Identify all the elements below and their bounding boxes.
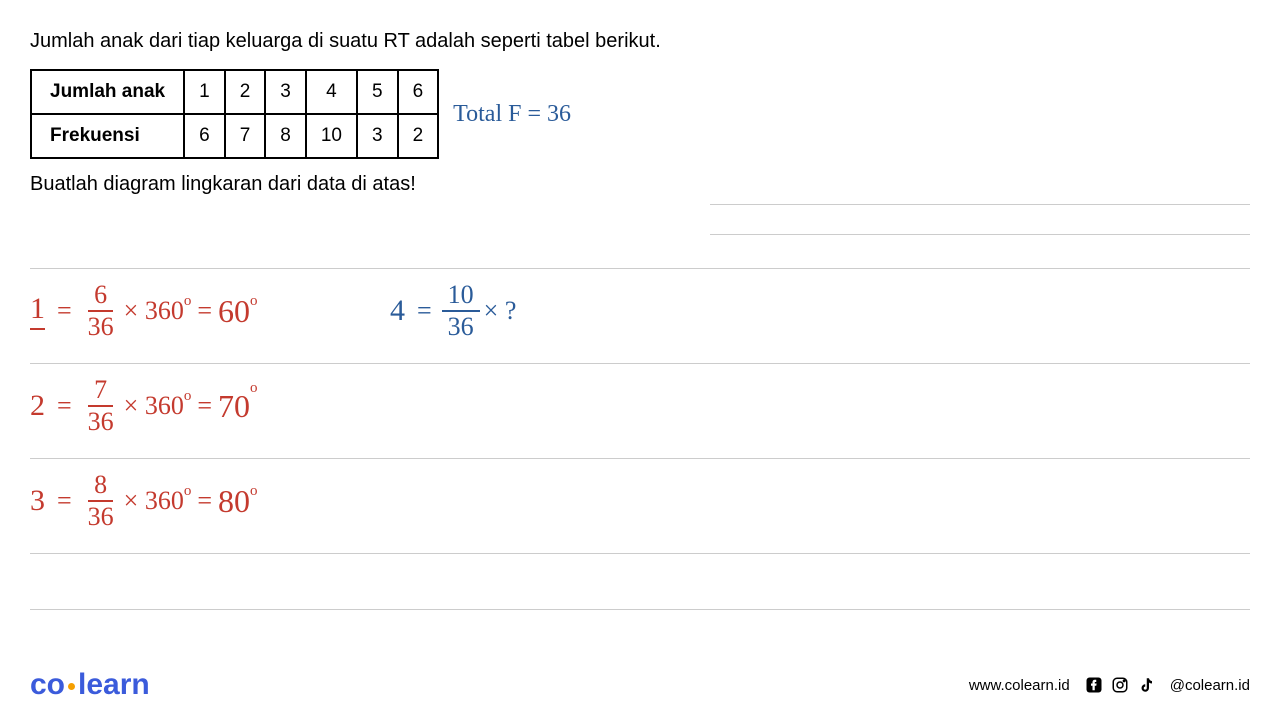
cell: 10	[306, 114, 357, 158]
calc4-den: 36	[442, 312, 480, 340]
logo: colearn	[30, 668, 150, 702]
cell: 3	[265, 70, 306, 114]
table-row: Jumlah anak 1 2 3 4 5 6	[31, 70, 438, 114]
logo-part2: learn	[78, 668, 150, 701]
logo-part1: co	[30, 668, 65, 701]
calc4-label: 4	[390, 294, 405, 328]
calc4-num: 10	[442, 282, 480, 312]
cell: 6	[398, 70, 439, 114]
calc2-label: 2	[30, 389, 45, 423]
cell: 2	[225, 70, 266, 114]
calc-3: 3 = 8 36 × 360o = 80o	[30, 472, 258, 530]
social-handle: @colearn.id	[1170, 677, 1250, 694]
tiktok-icon	[1136, 675, 1156, 695]
cell: 1	[184, 70, 225, 114]
facebook-icon	[1084, 675, 1104, 695]
cell: 2	[398, 114, 439, 158]
bottom-rule	[30, 609, 1250, 610]
table-row: Frekuensi 6 7 8 10 3 2	[31, 114, 438, 158]
calc3-den: 36	[82, 502, 120, 530]
social-icons	[1084, 675, 1156, 695]
website-url: www.colearn.id	[969, 677, 1070, 694]
instagram-icon	[1110, 675, 1130, 695]
calc3-label: 3	[30, 484, 45, 518]
calc1-num: 6	[88, 282, 113, 312]
row1-label: Jumlah anak	[31, 70, 184, 114]
calc1-result: 60	[218, 293, 250, 330]
calc3-mult: × 360	[124, 486, 184, 516]
footer: colearn www.colearn.id @colearn.id	[0, 650, 1280, 720]
calc1-mult: × 360	[124, 296, 184, 326]
cell: 5	[357, 70, 398, 114]
cell: 8	[265, 114, 306, 158]
calc2-den: 36	[82, 407, 120, 435]
cell: 3	[357, 114, 398, 158]
calc2-mult: × 360	[124, 391, 184, 421]
row2-label: Frekuensi	[31, 114, 184, 158]
calc3-result: 80	[218, 483, 250, 520]
side-ruled-lines	[710, 175, 1250, 235]
calc4-mult: × ?	[484, 296, 517, 326]
calc2-num: 7	[88, 377, 113, 407]
cell: 7	[225, 114, 266, 158]
data-table: Jumlah anak 1 2 3 4 5 6 Frekuensi 6 7 8 …	[30, 69, 439, 159]
calc-2: 2 = 7 36 × 360o = 70o	[30, 377, 258, 435]
calc-1: 1 = 6 36 × 360o = 60o	[30, 282, 258, 340]
total-annotation: Total F = 36	[453, 101, 571, 128]
question-text: Jumlah anak dari tiap keluarga di suatu …	[30, 30, 1250, 53]
cell: 6	[184, 114, 225, 158]
calc-4: 4 = 10 36 × ?	[390, 282, 516, 340]
calc1-label: 1	[30, 292, 45, 330]
cell: 4	[306, 70, 357, 114]
notebook-area: 1 = 6 36 × 360o = 60o 4 = 10 36 × ? 2 = …	[0, 268, 1280, 608]
calc1-den: 36	[82, 312, 120, 340]
calc2-result: 70	[218, 388, 250, 425]
calc3-num: 8	[88, 472, 113, 502]
